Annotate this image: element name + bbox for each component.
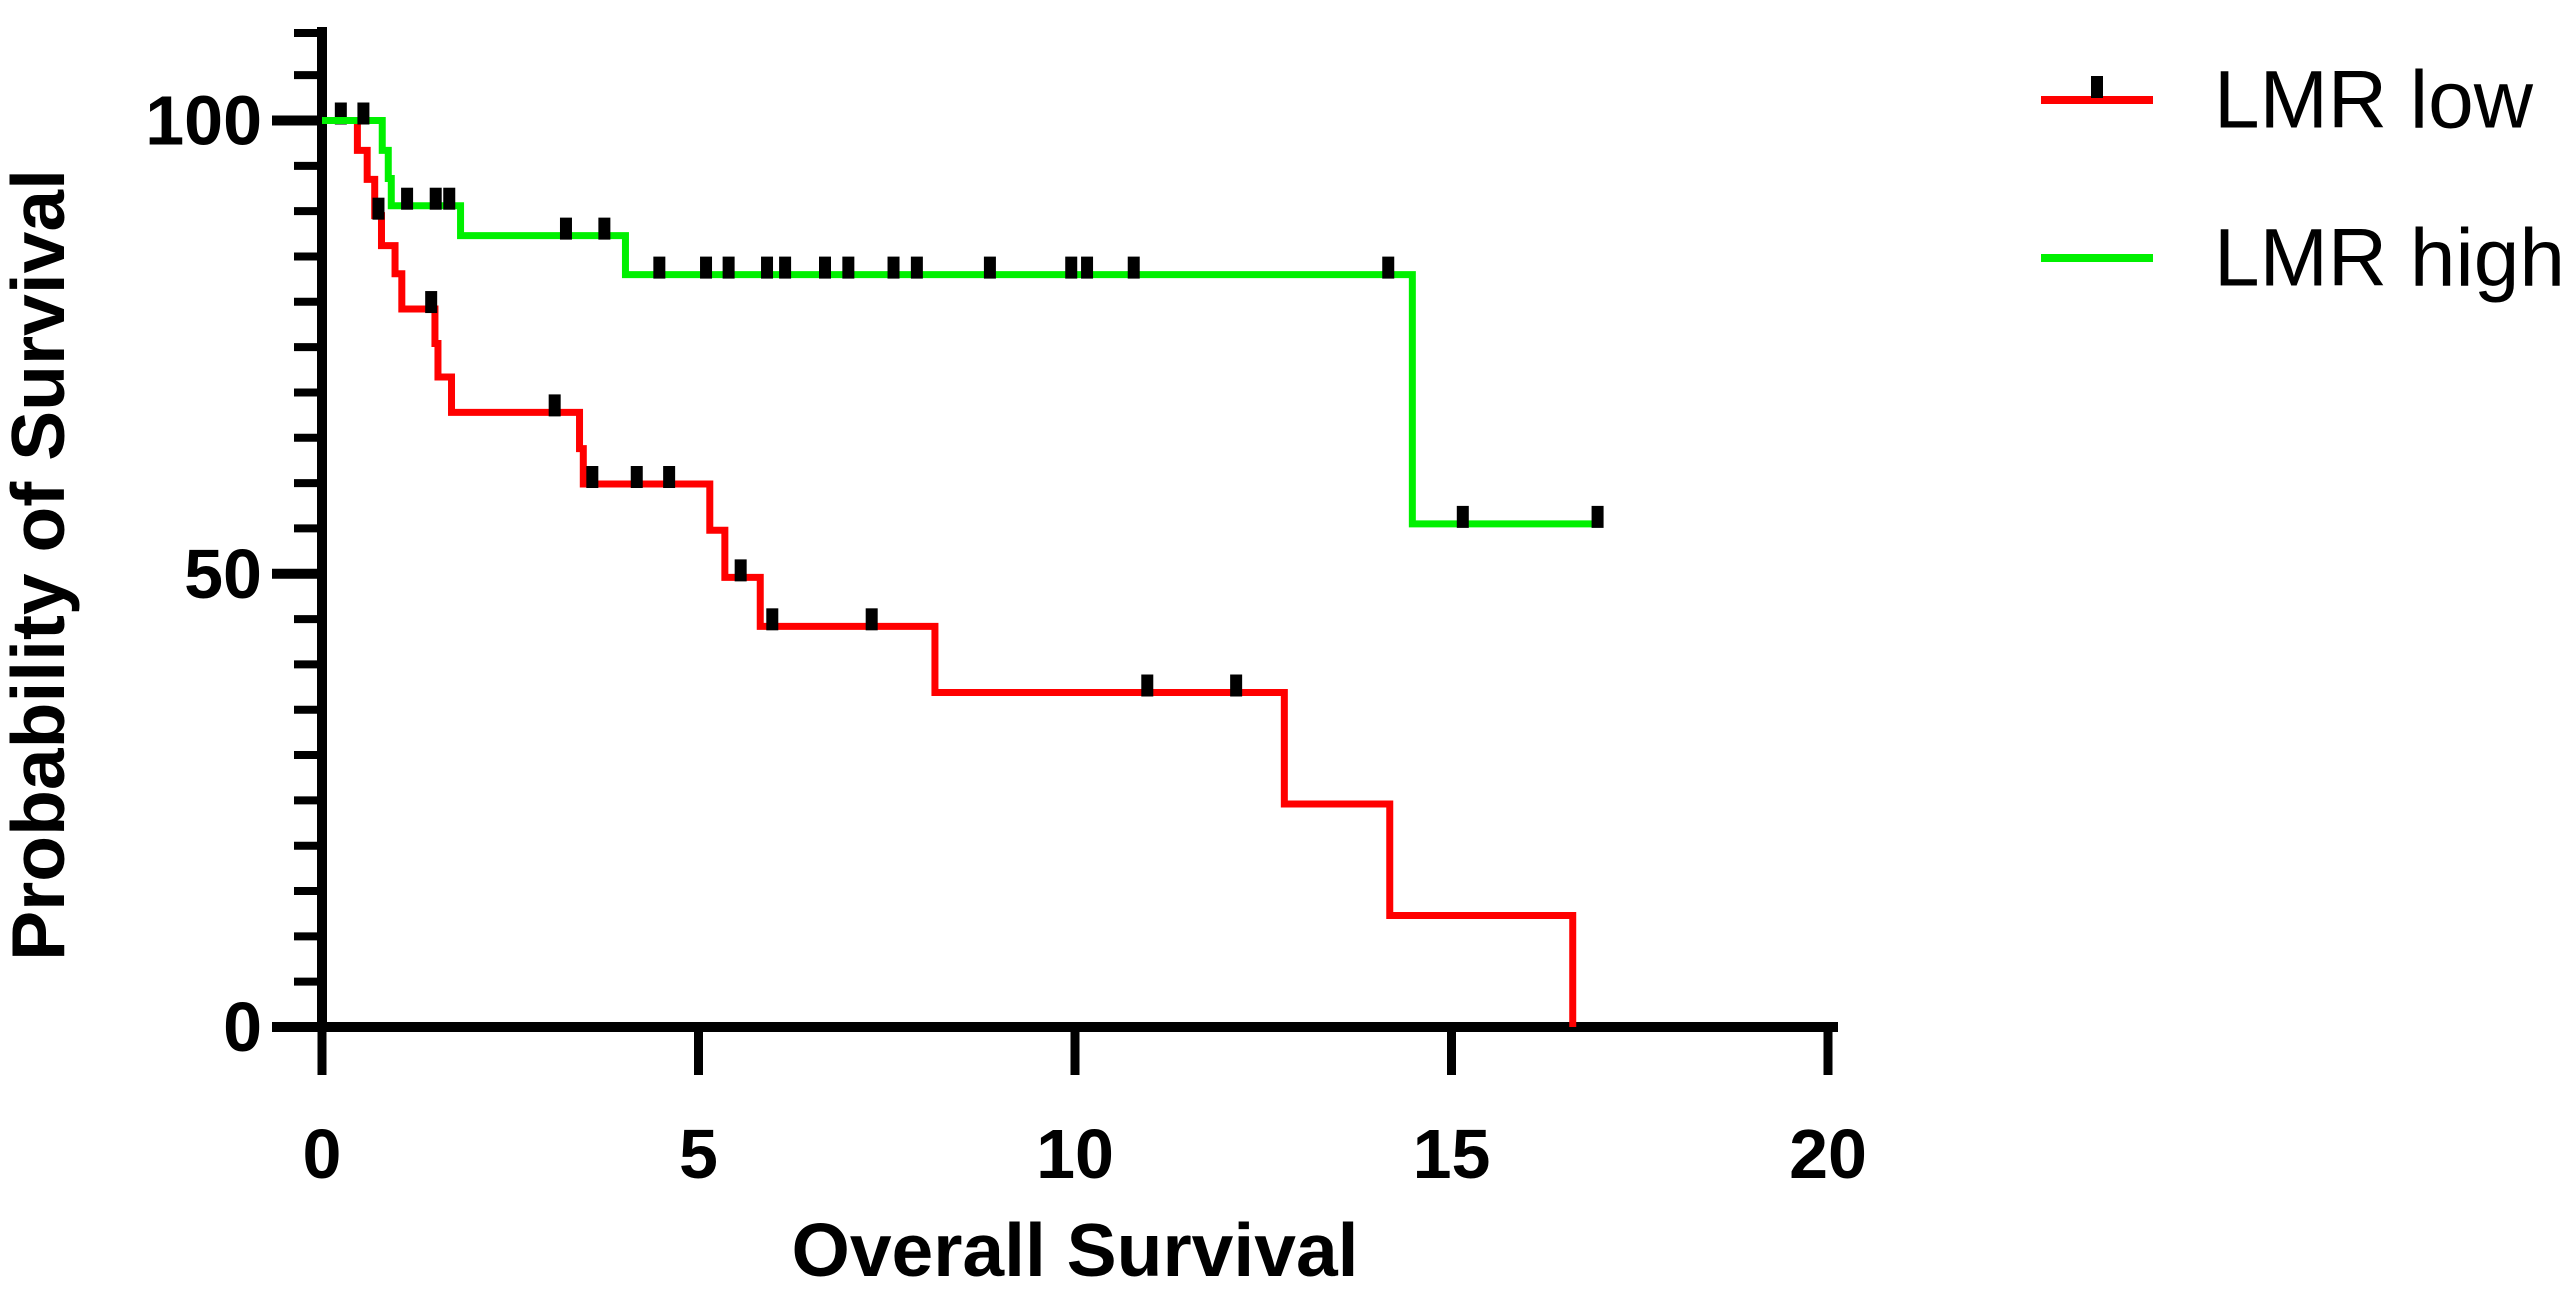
censor-mark xyxy=(653,256,666,279)
legend-label-lmr-low: LMR low xyxy=(2214,55,2534,146)
censor-mark xyxy=(1065,256,1078,279)
censor-mark xyxy=(548,394,561,417)
censor-mark xyxy=(766,608,779,631)
censor-mark xyxy=(443,187,456,210)
censor-mark xyxy=(630,466,643,489)
censor-mark xyxy=(761,256,774,279)
censor-mark xyxy=(1081,256,1094,279)
censor-mark xyxy=(779,256,792,279)
censor-mark xyxy=(586,466,599,489)
censor-mark xyxy=(1456,505,1469,528)
censor-mark xyxy=(357,102,370,125)
censor-mark xyxy=(429,187,442,210)
censor-mark xyxy=(983,256,996,279)
series-curve-lmr-high xyxy=(322,117,1599,528)
censor-mark xyxy=(819,256,832,279)
legend: LMR low LMR high xyxy=(2041,55,2565,304)
censor-mark xyxy=(865,608,878,631)
censor-mark xyxy=(700,256,713,279)
x-tick-label-20: 20 xyxy=(1789,1115,1867,1193)
y-tick-label-100: 100 xyxy=(145,82,262,160)
censor-mark xyxy=(1127,256,1140,279)
x-tick-label-15: 15 xyxy=(1413,1115,1491,1193)
survival-curves xyxy=(322,102,1604,1027)
tick-labels: 0 5 10 15 20 0 50 100 xyxy=(145,82,1867,1194)
y-tick-label-50: 50 xyxy=(184,535,262,613)
legend-label-lmr-high: LMR high xyxy=(2214,213,2565,304)
censor-mark xyxy=(1230,674,1243,697)
censor-mark xyxy=(734,559,747,582)
axes xyxy=(272,27,1838,1075)
x-tick-label-5: 5 xyxy=(679,1115,718,1193)
censor-mark xyxy=(910,256,923,279)
censor-mark xyxy=(559,217,572,240)
censor-mark xyxy=(1141,674,1154,697)
y-axis-title: Probability of Survival xyxy=(0,169,80,961)
censor-mark xyxy=(372,197,385,220)
censor-mark xyxy=(842,256,855,279)
censor-mark xyxy=(401,187,414,210)
x-tick-label-10: 10 xyxy=(1036,1115,1114,1193)
series-curve-lmr-low xyxy=(322,117,1577,1027)
censor-mark xyxy=(598,217,611,240)
censor-mark xyxy=(1382,256,1395,279)
censor-mark xyxy=(1591,505,1604,528)
censor-mark xyxy=(887,256,900,279)
censor-mark xyxy=(722,256,735,279)
censor-mark xyxy=(663,466,676,489)
x-tick-label-0: 0 xyxy=(303,1115,342,1193)
y-tick-label-0: 0 xyxy=(223,988,262,1066)
x-axis-title: Overall Survival xyxy=(791,1208,1358,1292)
legend-censor-tick-icon xyxy=(2091,76,2103,98)
censor-mark xyxy=(425,291,438,314)
